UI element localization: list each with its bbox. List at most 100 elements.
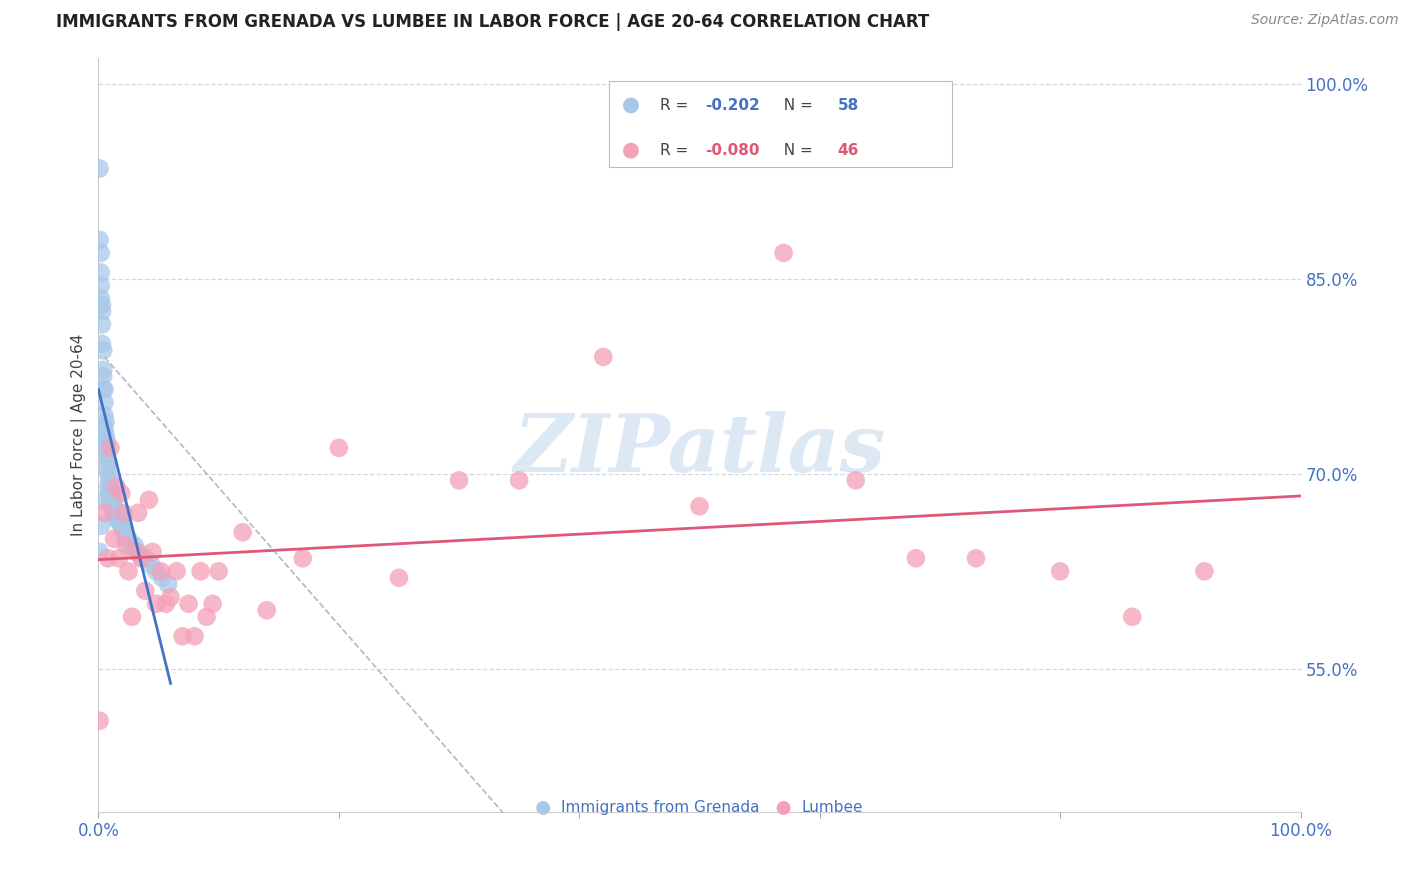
Point [107, 512, 129, 526]
Point [96, 460, 118, 475]
Point [103, 532, 125, 546]
Point [149, 564, 172, 578]
Point [108, 512, 131, 526]
Point [104, 506, 127, 520]
Point [91, 383, 114, 397]
Point [127, 506, 149, 520]
Point [97, 551, 120, 566]
Point [94, 441, 117, 455]
Point [90, 265, 112, 279]
Point [150, 571, 173, 585]
Text: N =: N = [775, 144, 818, 158]
Point [89, 714, 111, 728]
Point [127, 545, 149, 559]
Point [110, 518, 132, 533]
Point [105, 512, 128, 526]
Point [508, 473, 530, 487]
Point [1121, 609, 1143, 624]
Point [98, 473, 121, 487]
Point [195, 609, 218, 624]
Text: Immigrants from Grenada: Immigrants from Grenada [561, 800, 759, 815]
Point [90, 518, 112, 533]
Point [145, 597, 167, 611]
Point [145, 564, 167, 578]
Point [592, 350, 614, 364]
Point [131, 551, 153, 566]
Point [208, 564, 231, 578]
Point [141, 558, 163, 572]
Point [172, 629, 194, 643]
Point [845, 473, 868, 487]
Point [101, 492, 124, 507]
Point [110, 486, 132, 500]
Point [94, 428, 117, 442]
Point [120, 538, 142, 552]
Point [201, 597, 224, 611]
Point [103, 500, 125, 514]
Text: ZIPatlas: ZIPatlas [513, 411, 886, 489]
Text: Source: ZipAtlas.com: Source: ZipAtlas.com [1251, 13, 1399, 28]
Point [1049, 564, 1071, 578]
Point [117, 532, 139, 546]
Point [93, 383, 115, 397]
Point [100, 486, 122, 500]
Point [1194, 564, 1216, 578]
Point [97, 454, 120, 468]
Point [100, 441, 122, 455]
Point [94, 415, 117, 429]
Y-axis label: In Labor Force | Age 20-64: In Labor Force | Age 20-64 [72, 334, 87, 536]
Point [388, 571, 411, 585]
Point [91, 318, 114, 332]
Point [100, 492, 122, 507]
Point [166, 564, 188, 578]
Point [111, 518, 134, 533]
Point [115, 538, 138, 552]
Point [904, 551, 927, 566]
Text: 46: 46 [838, 144, 859, 158]
Point [91, 337, 114, 351]
Point [155, 597, 177, 611]
Point [124, 538, 146, 552]
Point [90, 292, 112, 306]
Point [112, 525, 135, 540]
Point [93, 395, 115, 409]
Point [108, 551, 131, 566]
Point [98, 486, 121, 500]
Point [141, 545, 163, 559]
Point [89, 233, 111, 247]
Point [117, 564, 139, 578]
Point [125, 545, 148, 559]
Text: -0.080: -0.080 [706, 144, 761, 158]
Point [112, 506, 135, 520]
Text: -0.202: -0.202 [706, 98, 761, 113]
Point [91, 298, 114, 312]
Point [256, 603, 278, 617]
Point [689, 500, 711, 514]
Point [135, 551, 157, 566]
Point [90, 278, 112, 293]
Point [177, 597, 200, 611]
Text: R =: R = [659, 144, 693, 158]
Point [291, 551, 314, 566]
Point [190, 564, 212, 578]
Point [115, 532, 138, 546]
Point [91, 363, 114, 377]
FancyBboxPatch shape [609, 80, 952, 168]
Point [159, 591, 181, 605]
Point [100, 500, 122, 514]
Point [101, 506, 124, 520]
Point [134, 583, 156, 598]
Point [93, 421, 115, 435]
Point [91, 369, 114, 384]
Point [620, 236, 643, 251]
Point [100, 480, 122, 494]
Point [772, 246, 794, 260]
Point [157, 577, 180, 591]
Point [97, 480, 120, 494]
Point [91, 304, 114, 318]
Point [131, 551, 153, 566]
Point [89, 161, 111, 176]
Point [121, 609, 143, 624]
Point [114, 525, 136, 540]
Point [138, 492, 160, 507]
